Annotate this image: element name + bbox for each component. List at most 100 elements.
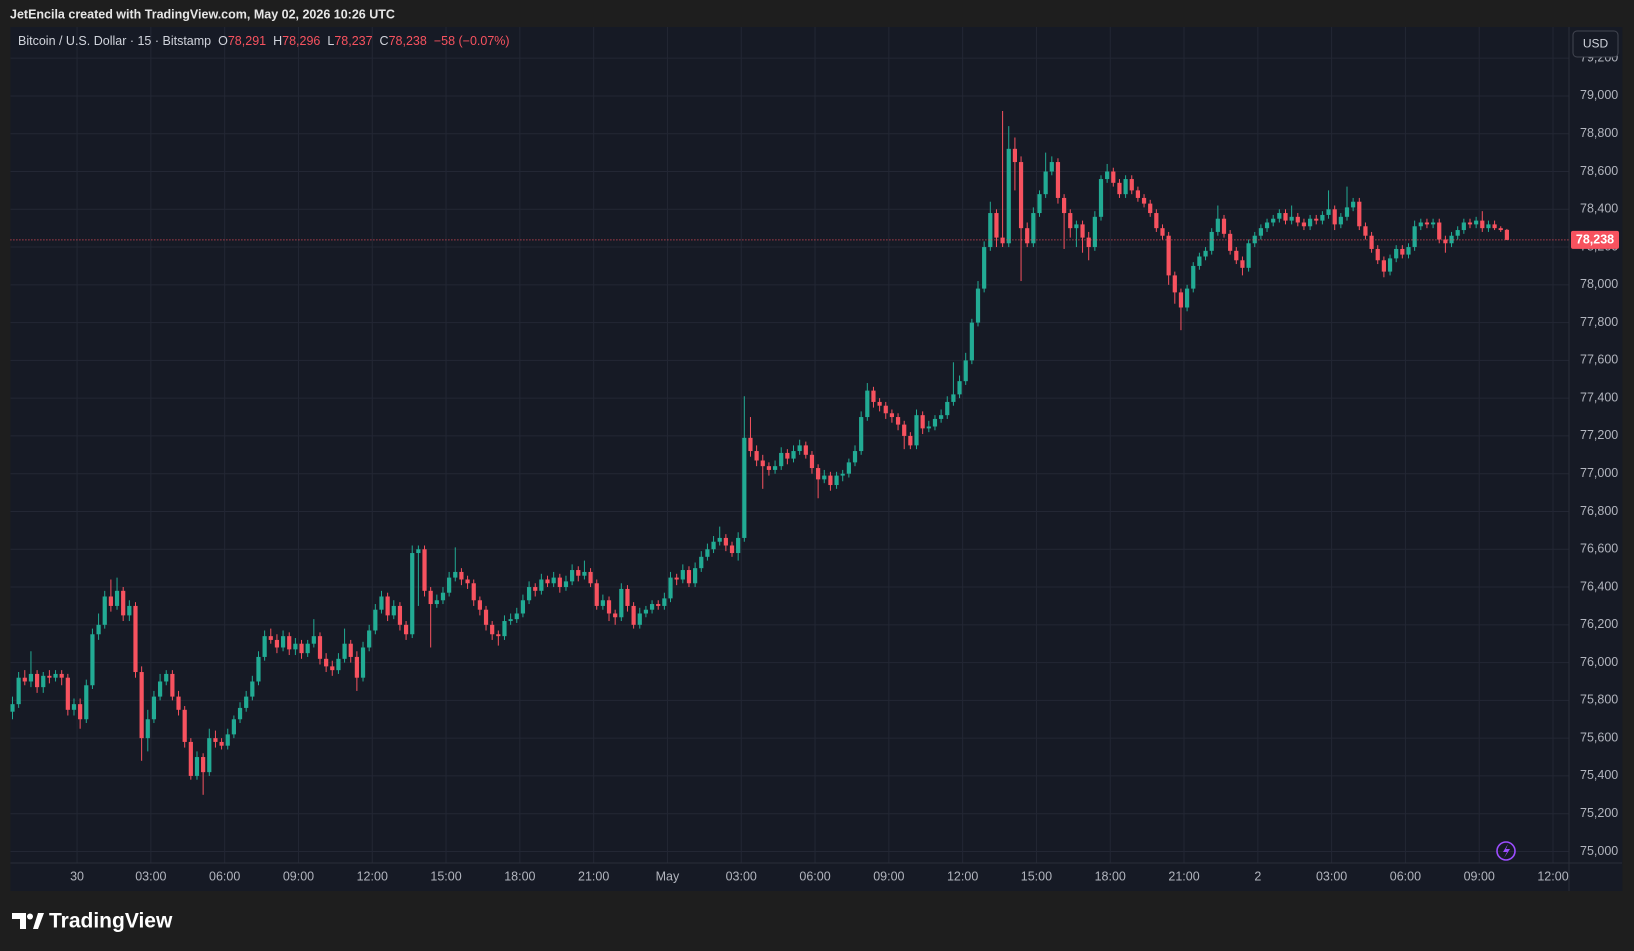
candle-body [1197, 256, 1202, 266]
candle-body [766, 466, 772, 470]
candle-body [403, 624, 409, 635]
candle-body [151, 696, 157, 720]
y-tick-label: 75,000 [1580, 844, 1618, 858]
candle-body [127, 605, 132, 616]
candle-body [1504, 229, 1509, 240]
candle-body [250, 681, 255, 697]
candle-body [1289, 216, 1294, 221]
candle-body [508, 619, 513, 622]
candle-body [1234, 250, 1239, 261]
candle-body [434, 600, 439, 605]
legend: Bitcoin / U.S. Dollar · 15 · Bitstamp O78… [18, 34, 510, 48]
candle-body [121, 590, 126, 616]
candle-body [1252, 235, 1257, 244]
candle-body [797, 445, 802, 452]
candle-body [969, 322, 974, 361]
candle-body [1381, 260, 1386, 272]
candle-body [1129, 179, 1134, 191]
candle-body [1492, 224, 1497, 229]
currency-button[interactable]: USD [1572, 30, 1619, 58]
candle-body [877, 401, 882, 406]
candle-body [1351, 201, 1356, 208]
candle-body [1375, 248, 1380, 261]
y-tick-label: 75,800 [1580, 693, 1618, 707]
candle-body [1418, 222, 1423, 227]
candle-body [1320, 214, 1325, 221]
icon-circle[interactable] [1496, 841, 1516, 861]
candle-body [816, 468, 821, 480]
candle-body [305, 643, 310, 654]
candle-body [606, 600, 612, 614]
y-tick-label: 75,200 [1580, 806, 1618, 820]
candle-body [182, 709, 187, 742]
icon-bolt[interactable] [1503, 844, 1510, 858]
candle-body [416, 549, 421, 554]
candle-body [157, 681, 163, 697]
candle-body [287, 636, 292, 650]
candle-body [945, 401, 950, 416]
last-price-label: 78,238 [1576, 233, 1614, 247]
candle-body [840, 473, 845, 476]
candle-body [539, 579, 544, 591]
currency[interactable]: USD [1583, 37, 1609, 51]
candle-body [526, 587, 532, 601]
candle-body [84, 685, 89, 720]
candle-body [982, 247, 987, 289]
candle-body [1437, 222, 1442, 240]
candle-body [496, 634, 501, 637]
candle-body [1098, 179, 1104, 217]
candle-body [367, 630, 372, 648]
candle-body [1400, 248, 1405, 255]
x-tick-label: 21:00 [578, 869, 609, 883]
candle-body [705, 549, 710, 557]
candle-body [908, 435, 913, 446]
candle-body [1344, 207, 1350, 217]
candle-body [582, 571, 587, 576]
candle-body [1338, 216, 1343, 225]
y-tick-label: 79,000 [1580, 88, 1618, 102]
candle-body [1277, 213, 1282, 219]
legend-value: 78,291 [228, 34, 266, 48]
candle-body [1369, 235, 1374, 249]
brand-logo: TradingView [12, 910, 173, 933]
candle-body [668, 577, 673, 599]
x-tick-label: 18:00 [504, 869, 535, 883]
candle-body [637, 613, 642, 625]
assistant-icon[interactable] [1496, 841, 1516, 861]
candle-body [1191, 265, 1196, 289]
candle-body [170, 673, 175, 697]
x-tick-label: 12:00 [357, 869, 388, 883]
axes: 75,000 75,200 75,400 75,600 75,800 76,000 76,2… [70, 50, 1619, 883]
candle-body [1498, 228, 1503, 231]
candle-body [176, 696, 181, 710]
x-tick-label: 06:00 [1390, 869, 1421, 883]
candle-body [139, 672, 144, 739]
candle-body [188, 741, 193, 776]
candle-body [78, 704, 83, 720]
x-tick-label: 2 [1254, 869, 1261, 883]
chart-pane [10, 27, 1623, 891]
candle-body [1025, 228, 1030, 244]
y-tick-label: 75,400 [1580, 768, 1618, 782]
candle-body [988, 213, 993, 248]
candle-body [822, 475, 827, 480]
candle-body [619, 588, 624, 618]
candle-body [1123, 179, 1128, 195]
candle-body [225, 734, 230, 746]
y-tick-label: 76,800 [1580, 504, 1618, 518]
candle-body [1258, 228, 1263, 236]
candle-body [1105, 171, 1110, 180]
candle-body [41, 675, 46, 688]
candle-body [1394, 248, 1399, 259]
candle-body [311, 636, 316, 644]
candle-body [219, 741, 224, 746]
candle-body [514, 613, 519, 620]
candle-body [299, 643, 304, 654]
currency-box[interactable] [1572, 30, 1619, 58]
candle-body [324, 658, 329, 667]
candle-body [785, 452, 790, 459]
candle-body [1283, 213, 1288, 221]
candle-body [385, 596, 390, 616]
